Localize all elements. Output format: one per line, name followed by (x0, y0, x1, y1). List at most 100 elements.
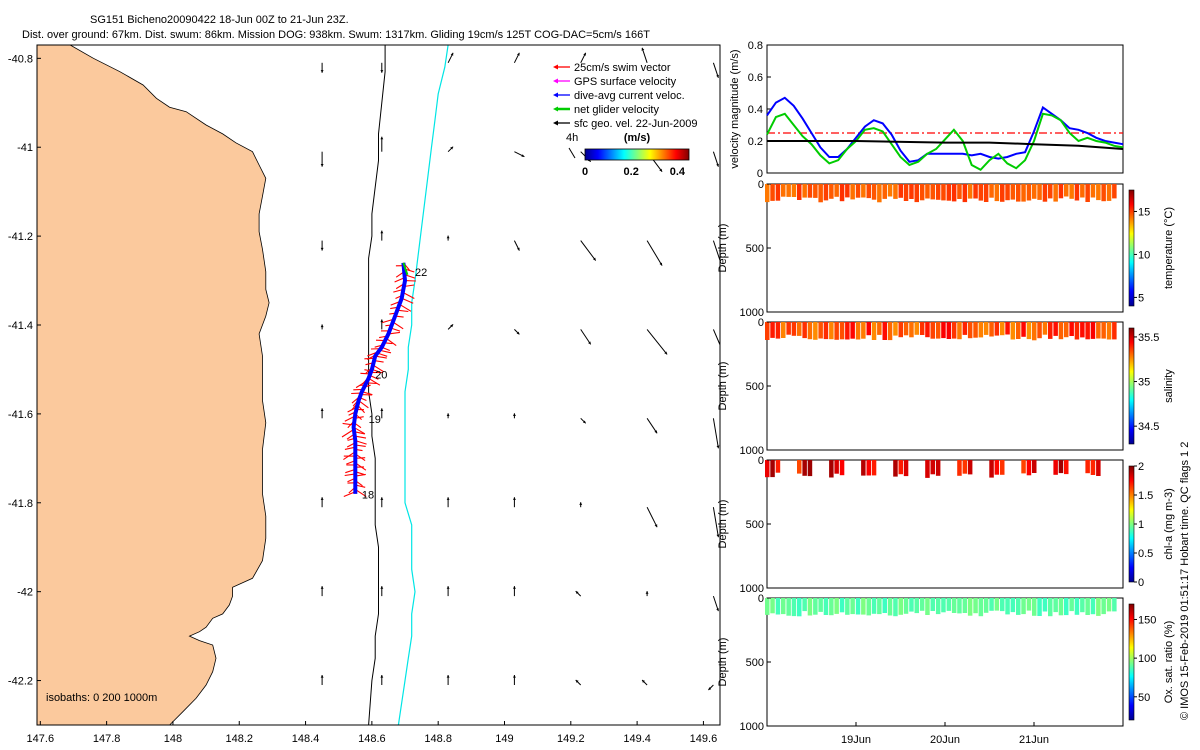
profile-cast (1106, 322, 1112, 340)
profile-cast (829, 460, 834, 478)
y-tick-label: -41 (17, 142, 33, 154)
profile-cast (1064, 322, 1069, 338)
depth-tick-label: 1000 (740, 445, 764, 457)
profile-cast (866, 460, 871, 476)
sfc-vector-head (380, 230, 384, 234)
profile-cast (1053, 598, 1058, 613)
sfc-vector-head (664, 351, 668, 355)
velocity-y-tick-label: 0 (757, 168, 763, 180)
velocity-y-tick-label: 0.8 (748, 40, 763, 52)
profile-cast (946, 184, 952, 201)
profile-cast (775, 184, 781, 201)
profile-cast (893, 322, 898, 336)
profile-cast (951, 598, 957, 613)
sfc-vector-head (708, 687, 712, 690)
sfc-vector (712, 329, 720, 347)
profile-cast (1048, 598, 1053, 617)
sfc-vector-head (450, 52, 454, 56)
sfc-vector (646, 240, 663, 266)
profile-cast (1096, 184, 1101, 201)
sfc-vector-head (513, 586, 516, 589)
colorbar-label: Ox. sat. ratio (%) (1163, 621, 1175, 704)
profile-cast (1080, 184, 1085, 198)
profile-cast (914, 184, 919, 203)
colorbar (1128, 465, 1135, 583)
profile-cast (903, 184, 909, 201)
x-tick-label: 148.2 (225, 733, 253, 745)
legend-label: GPS surface velocity (574, 76, 677, 88)
profile-cast (1064, 598, 1069, 616)
profile-cast (1096, 322, 1101, 339)
sfc-vector-head (446, 586, 450, 589)
colorbar-tick-label: 150 (1138, 615, 1156, 627)
colorbar-tick-label: 50 (1138, 692, 1150, 704)
sfc-vector (712, 418, 719, 449)
profile-cast (1090, 598, 1096, 615)
profile-cast (1101, 322, 1106, 339)
profile-cast (850, 598, 855, 615)
sfc-vector-head (320, 586, 324, 589)
profile-cast (925, 460, 930, 478)
profile-cast (909, 322, 914, 338)
x-tick-label: 148.4 (292, 733, 320, 745)
net-velocity-marker (402, 262, 409, 276)
colorbar (1128, 189, 1135, 307)
colorbar-tick-label: 0.4 (670, 166, 686, 178)
profile-cast (829, 184, 834, 199)
swim-vector (402, 291, 415, 299)
depth-axis-label: Depth (m) (717, 500, 729, 549)
sfc-vector-head (645, 591, 649, 594)
profile-cast (1026, 460, 1032, 476)
profile-cast (1090, 460, 1096, 475)
depth-tick-label: 1000 (740, 583, 764, 595)
profile-cast (919, 184, 925, 201)
profile-cast (818, 322, 823, 339)
isobaths-label: isobaths: 0 200 1000m (46, 692, 157, 704)
profile-cast (957, 184, 962, 199)
legend-scale-arrow (568, 147, 576, 159)
profile-cast (765, 460, 770, 478)
velocity-y-tick-label: 0.6 (748, 72, 763, 84)
sfc-vector-head (513, 497, 516, 500)
profile-cast (983, 598, 989, 613)
sfc-vector (646, 329, 668, 355)
sfc-vector-head (380, 136, 384, 140)
profile-cast (1005, 598, 1010, 615)
legend-label: 25cm/s swim vector (574, 62, 671, 74)
velocity-series-line (766, 112, 1124, 172)
legend-swatch-head (553, 64, 558, 70)
profile-cast (935, 322, 941, 339)
credit-text: © IMOS 15-Feb-2019 01:51:17 Hobart time.… (1179, 442, 1191, 720)
swim-vector (341, 428, 355, 438)
profile-cast (935, 184, 941, 200)
profile-cast (989, 322, 994, 337)
sfc-vector (712, 240, 720, 262)
depth-tick-label: 500 (746, 243, 764, 255)
sfc-vector-head (588, 341, 591, 345)
profile-cast (781, 598, 786, 615)
profile-cast (1032, 322, 1037, 341)
sfc-vector (646, 506, 658, 528)
profile-cast (1000, 598, 1005, 612)
sfc-vector-head (641, 47, 645, 51)
profile-cast (1016, 322, 1021, 339)
profile-cast (1037, 322, 1042, 339)
sfc-vector-head (583, 52, 586, 56)
colorbar-tick-label: 34.5 (1138, 421, 1159, 433)
depth-axis-label: Depth (m) (717, 638, 729, 687)
colorbar-tick-label: 10 (1138, 249, 1150, 261)
profile-cast (1069, 184, 1074, 199)
sfc-vector (646, 418, 658, 434)
profile-cast (1085, 184, 1090, 202)
profile-cast (973, 322, 978, 338)
sfc-vector-head (575, 591, 579, 594)
profile-cast (994, 322, 1000, 336)
sfc-vector (580, 240, 597, 261)
profile-cast (834, 184, 839, 197)
profile-cast (797, 598, 802, 617)
x-tick-label: 148.8 (424, 733, 452, 745)
swim-vector (392, 321, 404, 330)
sfc-vector-head (320, 247, 324, 251)
depth-tick-label: 0 (758, 593, 764, 605)
